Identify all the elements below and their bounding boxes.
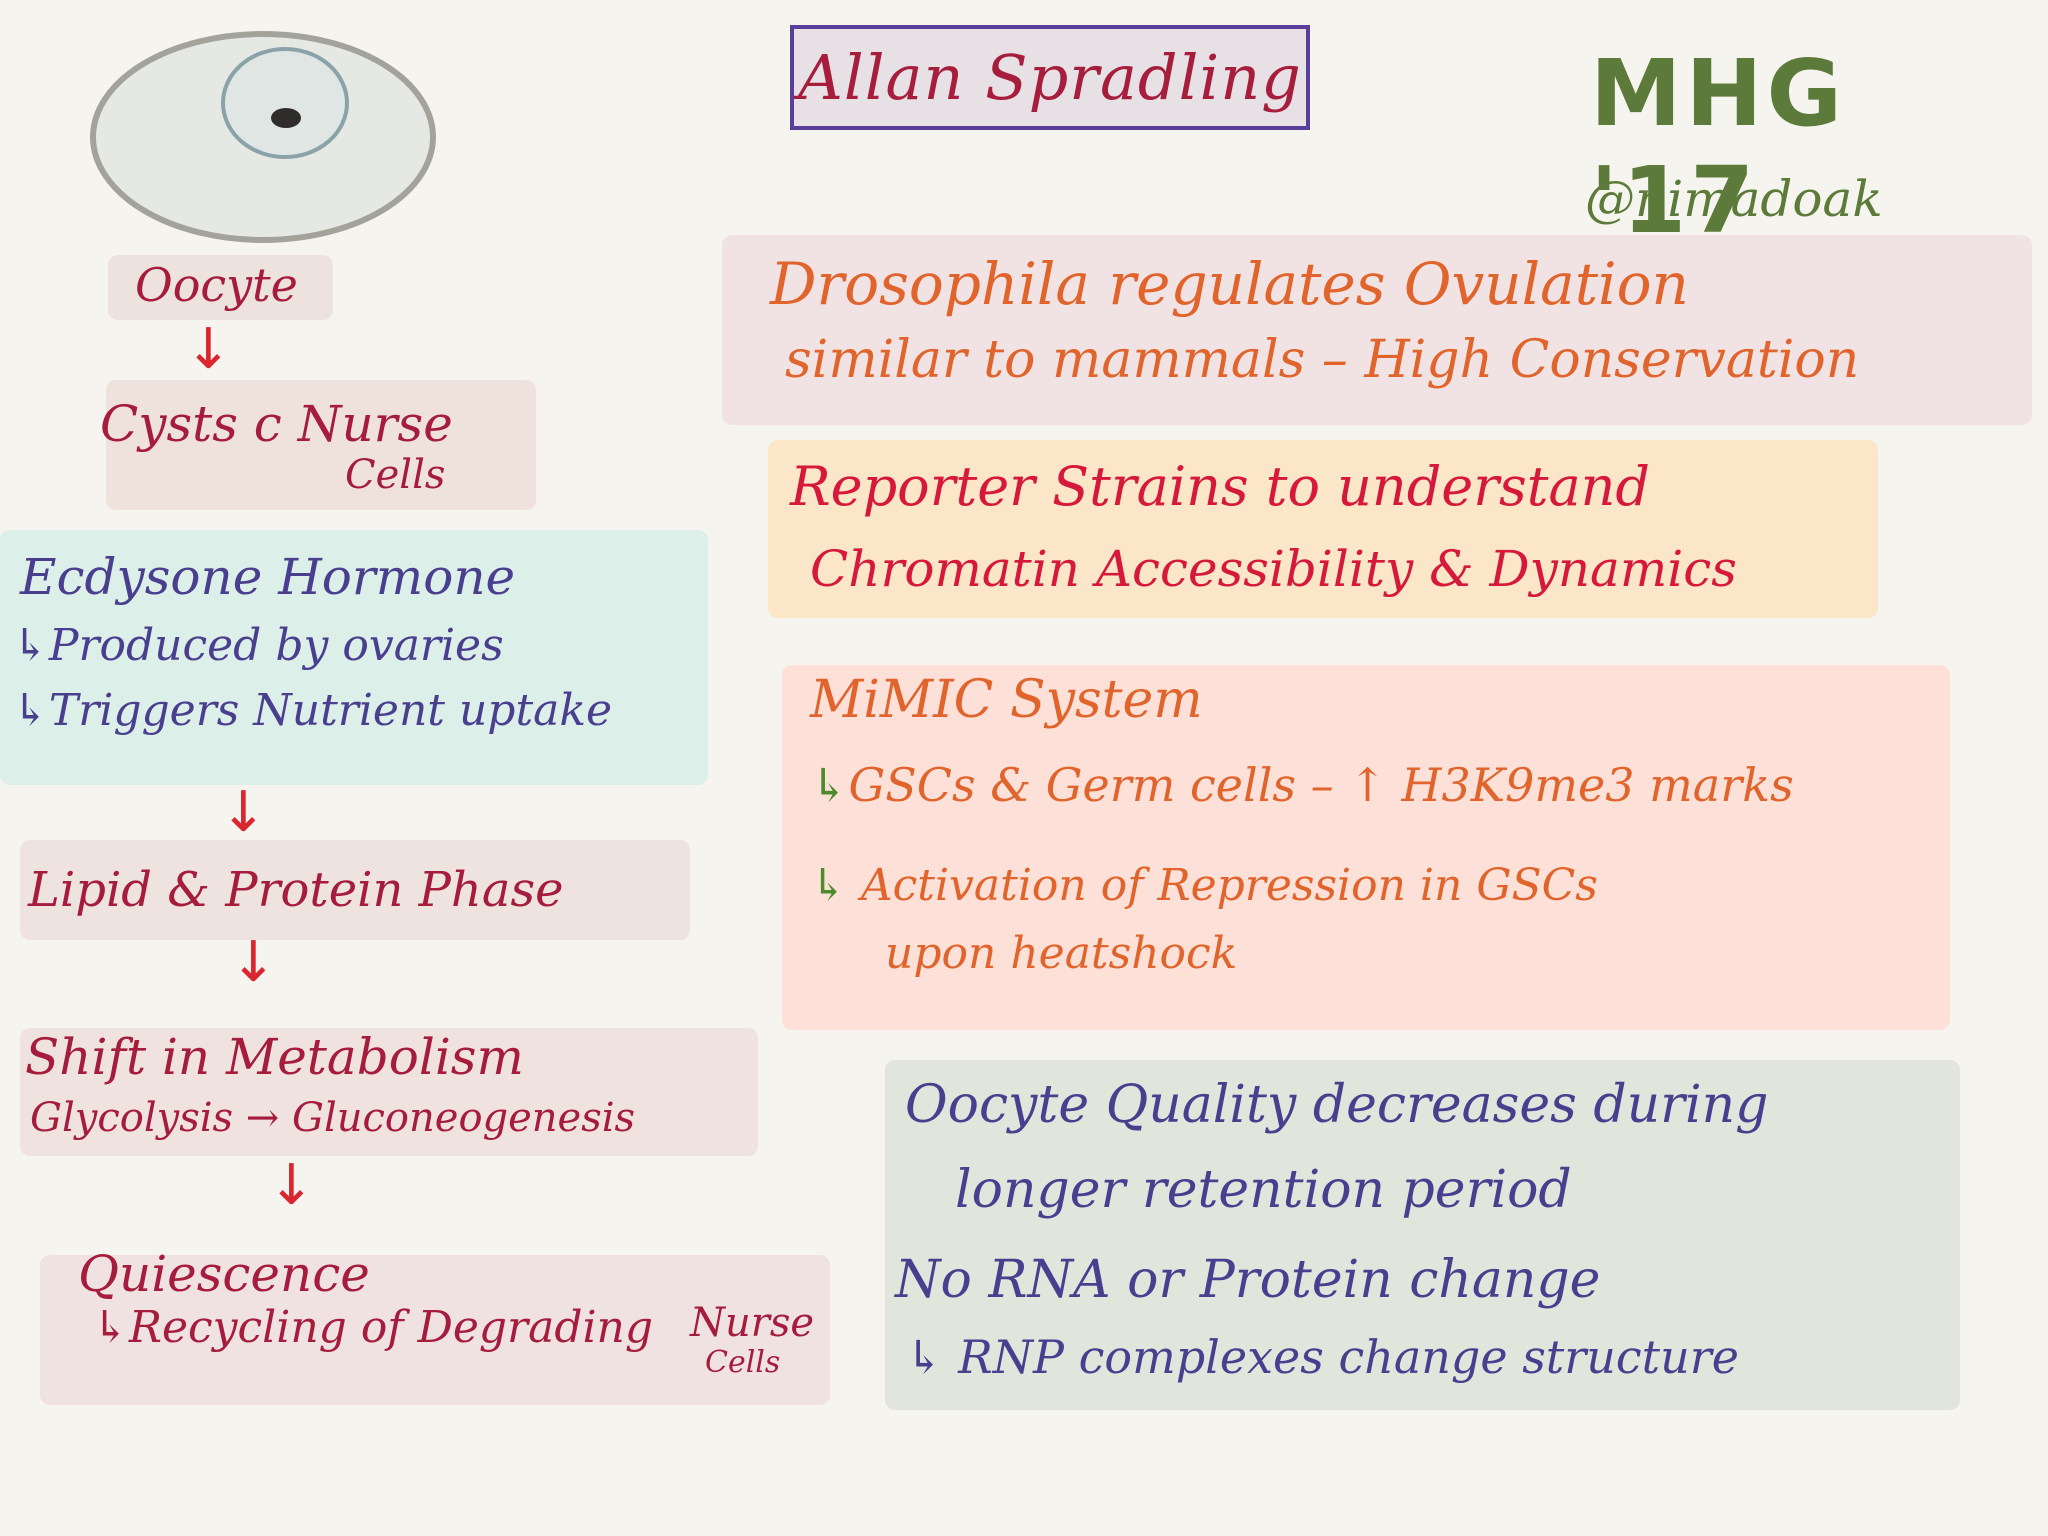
ecdysone-title: Ecdysone Hormone (20, 548, 516, 606)
conservation-highlight (722, 235, 2032, 425)
cysts-highlight (106, 380, 536, 510)
metabolism-detail: Glycolysis → Gluconeogenesis (30, 1095, 636, 1141)
flow-arrow-down-icon: ↓ (268, 1153, 315, 1218)
mimic-item-continuation: upon heatshock (885, 928, 1238, 979)
quality-highlight (885, 1060, 1960, 1410)
arrow-bent-icon: ↳ (810, 860, 847, 911)
reporter-highlight (768, 440, 1878, 618)
quiescence-highlight (40, 1255, 830, 1405)
mimic-item-text: Activation of Repression in GSCs (860, 860, 1598, 911)
arrow-bent-icon: ↳ (810, 758, 849, 812)
oocyte-illustration (90, 31, 436, 243)
metabolism-title: Shift in Metabolism (25, 1028, 524, 1086)
quality-line: No RNA or Protein change (895, 1250, 1601, 1310)
conservation-line: Drosophila regulates Ovulation (770, 250, 1689, 318)
oocyte-label-highlight (108, 255, 333, 320)
quiescence-detail: ↳Recycling of Degrading (92, 1302, 654, 1353)
cysts-label: Cysts c Nurse (100, 395, 453, 453)
ecdysone-item: ↳Produced by ovaries (12, 620, 504, 671)
quality-line: ↳ RNP complexes change structure (905, 1330, 1739, 1384)
mimic-title: MiMIC System (810, 670, 1203, 730)
title-box: Allan Spradling (790, 25, 1310, 130)
oocyte-label: Oocyte (135, 258, 298, 312)
quiescence-detail-nurse: Nurse (690, 1300, 815, 1346)
quality-line: Oocyte Quality decreases during (905, 1075, 1769, 1135)
reporter-line: Chromatin Accessibility & Dynamics (810, 540, 1737, 598)
cysts-label-cells: Cells (345, 452, 446, 498)
reporter-line: Reporter Strains to understand (790, 455, 1650, 518)
flow-arrow-down-icon: ↓ (230, 930, 277, 995)
oocyte-nucleus (221, 47, 349, 159)
metabolism-highlight (20, 1028, 758, 1156)
mimic-item: ↳ Activation of Repression in GSCs (810, 860, 1598, 911)
quiescence-detail-cells: Cells (705, 1345, 781, 1380)
flow-arrow-down-icon: ↓ (220, 780, 267, 845)
lipid-protein-phase: Lipid & Protein Phase (28, 862, 564, 918)
oocyte-nucleolus (271, 108, 301, 128)
quiescence-title: Quiescence (78, 1245, 370, 1303)
mimic-item: ↳GSCs & Germ cells – ↑ H3K9me3 marks (810, 758, 1794, 812)
ecdysone-highlight (0, 530, 708, 785)
speaker-name: Allan Spradling (798, 41, 1302, 114)
flow-arrow-down-icon: ↓ (185, 317, 232, 382)
mimic-item-text: GSCs & Germ cells – ↑ H3K9me3 marks (848, 758, 1794, 812)
lipid-highlight (20, 840, 690, 940)
quality-line: longer retention period (955, 1160, 1572, 1220)
mimic-highlight (782, 665, 1950, 1030)
ecdysone-item: ↳Triggers Nutrient uptake (12, 685, 613, 736)
conservation-line: similar to mammals – High Conservation (785, 330, 1860, 390)
author-handle: @nimadoak (1585, 170, 1883, 228)
